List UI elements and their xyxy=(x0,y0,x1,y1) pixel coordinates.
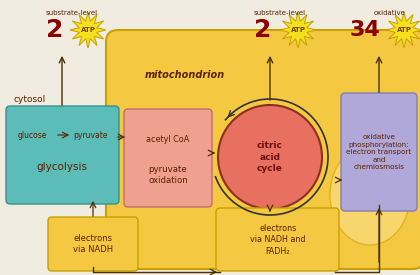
Text: 2: 2 xyxy=(255,18,272,42)
Text: 34: 34 xyxy=(349,20,381,40)
Text: 2: 2 xyxy=(46,18,64,42)
Text: electrons
via NADH and
FADH₂: electrons via NADH and FADH₂ xyxy=(250,224,306,255)
FancyBboxPatch shape xyxy=(216,208,339,271)
FancyBboxPatch shape xyxy=(124,109,212,207)
Text: electrons
via NADH: electrons via NADH xyxy=(73,234,113,254)
Text: oxidative: oxidative xyxy=(374,10,406,16)
Text: acetyl CoA: acetyl CoA xyxy=(147,136,189,144)
Polygon shape xyxy=(386,12,420,48)
Text: ATP: ATP xyxy=(81,27,95,33)
Circle shape xyxy=(218,105,322,209)
Text: substrate-level: substrate-level xyxy=(254,10,306,16)
Text: ATP: ATP xyxy=(396,27,412,33)
Text: glucose: glucose xyxy=(18,131,47,139)
FancyBboxPatch shape xyxy=(6,106,119,204)
Text: substrate-level: substrate-level xyxy=(46,10,98,16)
Text: pyruvate
oxidation: pyruvate oxidation xyxy=(148,165,188,185)
Polygon shape xyxy=(70,12,106,48)
Text: ATP: ATP xyxy=(291,27,305,33)
Text: mitochondrion: mitochondrion xyxy=(145,70,225,80)
FancyBboxPatch shape xyxy=(48,217,138,271)
Text: cytosol: cytosol xyxy=(14,95,46,104)
Ellipse shape xyxy=(330,145,410,245)
Text: oxidative
phosphorylation:
electron transport
and
chemiosmosis: oxidative phosphorylation: electron tran… xyxy=(346,134,412,170)
FancyBboxPatch shape xyxy=(341,93,417,211)
Text: citric
acid
cycle: citric acid cycle xyxy=(257,141,283,173)
Polygon shape xyxy=(280,12,316,48)
FancyBboxPatch shape xyxy=(106,30,420,269)
Text: glycolysis: glycolysis xyxy=(37,162,87,172)
Text: pyruvate: pyruvate xyxy=(73,131,108,139)
